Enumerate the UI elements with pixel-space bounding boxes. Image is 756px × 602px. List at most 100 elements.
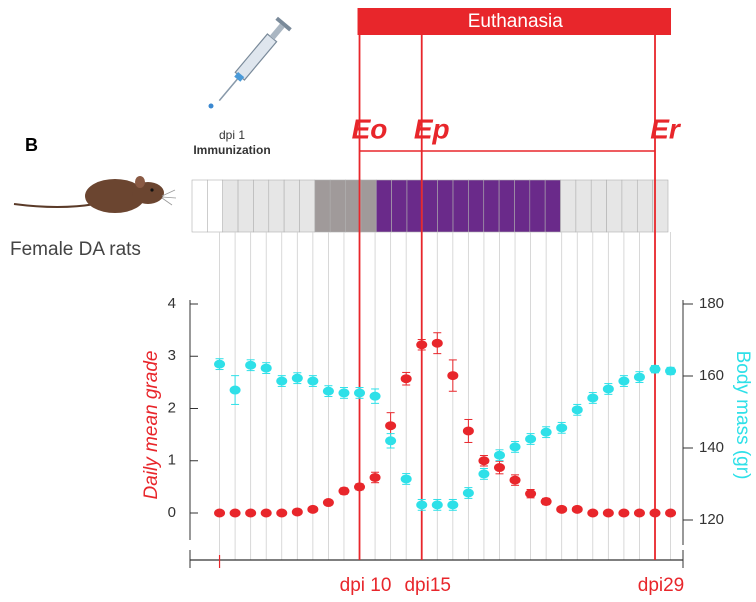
- stage-cell: [530, 180, 545, 232]
- y-tick-label: 4: [168, 295, 176, 312]
- stage-cell: [407, 180, 422, 232]
- stage-cell: [514, 180, 529, 232]
- data-point: [432, 500, 443, 509]
- data-point: [541, 428, 552, 437]
- stage-cell: [576, 180, 591, 232]
- y-tick-label: 2: [168, 399, 176, 416]
- immunization-day: dpi 1: [219, 128, 245, 142]
- data-point: [618, 509, 629, 518]
- data-point: [572, 405, 583, 414]
- y2-tick-label: 180: [699, 295, 724, 312]
- stage-cell: [315, 180, 330, 232]
- y-tick-label: 0: [168, 504, 176, 521]
- data-point: [416, 500, 427, 509]
- stage-cell: [468, 180, 483, 232]
- data-point: [401, 374, 412, 383]
- data-point: [541, 497, 552, 506]
- stage-cell: [453, 180, 468, 232]
- data-point: [447, 371, 458, 380]
- data-point: [323, 498, 334, 507]
- data-point: [245, 509, 256, 518]
- data-point: [230, 509, 241, 518]
- data-point: [618, 377, 629, 386]
- stage-cell: [622, 180, 637, 232]
- data-point: [463, 489, 474, 498]
- data-point: [447, 500, 458, 509]
- x-event-label: dpi 10: [340, 575, 392, 596]
- data-point: [292, 374, 303, 383]
- data-point: [432, 339, 443, 348]
- data-point: [572, 505, 583, 514]
- euthanasia-event-label: Ep: [414, 113, 450, 144]
- subject-label: Female DA rats: [10, 239, 141, 260]
- stage-cell: [238, 180, 253, 232]
- data-point: [214, 509, 225, 518]
- data-point: [650, 509, 661, 518]
- panel-label: B: [25, 135, 38, 155]
- data-point: [323, 387, 334, 396]
- data-point: [338, 487, 349, 496]
- stage-cell: [561, 180, 576, 232]
- data-point: [245, 361, 256, 370]
- stage-cell: [253, 180, 268, 232]
- stage-cell: [269, 180, 284, 232]
- y-tick-label: 1: [168, 452, 176, 469]
- data-point: [463, 426, 474, 435]
- stage-cell: [607, 180, 622, 232]
- stage-cell: [484, 180, 499, 232]
- stage-cell: [192, 180, 207, 232]
- stage-cell: [223, 180, 238, 232]
- stage-cell: [545, 180, 560, 232]
- euthanasia-event-label: Er: [650, 113, 682, 144]
- data-point: [385, 421, 396, 430]
- data-point: [634, 509, 645, 518]
- data-point: [478, 456, 489, 465]
- drop: [209, 104, 214, 109]
- data-point: [416, 340, 427, 349]
- stage-cell: [637, 180, 652, 232]
- data-point: [307, 505, 318, 514]
- stage-cell: [330, 180, 345, 232]
- data-point: [276, 509, 287, 518]
- y2-tick-label: 120: [699, 511, 724, 528]
- data-point: [261, 364, 272, 373]
- data-point: [525, 435, 536, 444]
- data-point: [634, 373, 645, 382]
- syringe-icon: [212, 17, 291, 107]
- y2-tick-label: 140: [699, 439, 724, 456]
- data-point: [556, 423, 567, 432]
- data-point: [478, 469, 489, 478]
- data-point: [261, 509, 272, 518]
- data-point: [525, 489, 536, 498]
- data-point: [494, 451, 505, 460]
- stage-cell: [284, 180, 299, 232]
- data-point: [338, 388, 349, 397]
- immunization-label: Immunization: [193, 143, 270, 157]
- data-point: [665, 509, 676, 518]
- figure: 01234120140160180EuthanasiaEodpi 10Epdpi…: [0, 0, 756, 602]
- data-point: [354, 388, 365, 397]
- y2-axis-label: Body mass (gr): [732, 351, 753, 480]
- data-point: [401, 474, 412, 483]
- stage-cell: [499, 180, 514, 232]
- data-point: [665, 366, 676, 375]
- data-point: [276, 377, 287, 386]
- stage-cell: [299, 180, 314, 232]
- data-point: [370, 392, 381, 401]
- data-point: [214, 360, 225, 369]
- data-point: [603, 384, 614, 393]
- stage-cell: [346, 180, 361, 232]
- data-point: [587, 509, 598, 518]
- stage-cell: [207, 180, 222, 232]
- euthanasia-title: Euthanasia: [468, 11, 564, 32]
- data-point: [494, 463, 505, 472]
- data-point: [354, 482, 365, 491]
- stage-cell: [361, 180, 376, 232]
- y2-tick-label: 160: [699, 367, 724, 384]
- stage-cell: [422, 180, 437, 232]
- stage-cell: [376, 180, 391, 232]
- x-event-label: dpi29: [638, 575, 685, 596]
- data-point: [230, 386, 241, 395]
- rat-icon: [14, 176, 176, 213]
- data-point: [370, 473, 381, 482]
